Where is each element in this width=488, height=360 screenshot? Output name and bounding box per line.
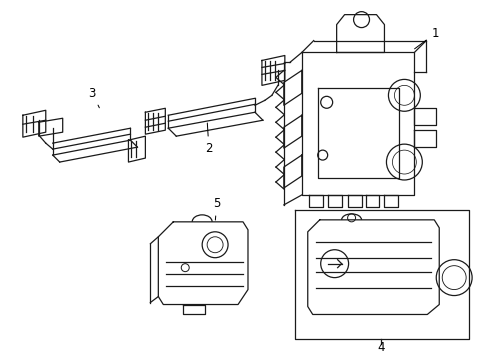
Text: 3: 3	[88, 87, 99, 108]
Text: 2: 2	[205, 123, 212, 155]
Text: 1: 1	[414, 27, 438, 49]
Text: 5: 5	[213, 197, 220, 220]
Text: 4: 4	[377, 341, 385, 354]
